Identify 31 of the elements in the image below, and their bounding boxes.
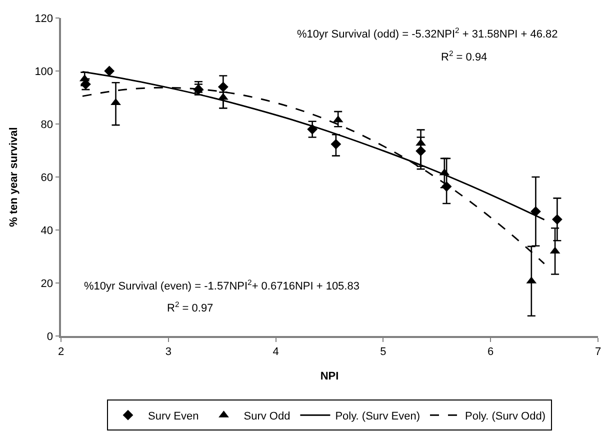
x-axis-title: NPI xyxy=(320,370,339,383)
x-tick-label: 3 xyxy=(165,346,172,358)
legend-label: Poly. (Surv Even) xyxy=(335,410,420,422)
legend-label: Poly. (Surv Odd) xyxy=(465,410,546,422)
annotation: R$^{2}$ = 0.94 xyxy=(441,49,488,64)
y-tick-label: 100 xyxy=(34,66,54,78)
legend-label: Surv Even xyxy=(148,410,199,422)
y-axis-title: % ten year survival xyxy=(8,127,20,227)
point xyxy=(330,138,342,150)
annotation: R$^{2}$ = 0.97 xyxy=(167,300,214,315)
x-tick-label: 4 xyxy=(272,346,279,358)
x-tick-label: 5 xyxy=(380,346,386,358)
x-tick-label: 7 xyxy=(594,346,602,358)
point xyxy=(307,124,318,134)
point xyxy=(530,206,541,217)
x-tick-label: 6 xyxy=(488,346,494,358)
annotation: %10yr Survival (odd) = -5.32NPI$^{2}$ + 31.58NPI + 46.82 xyxy=(297,26,558,41)
annotation: %10yr Survival (even) = -1.57NPI$^{2}$+ 0.6716NPI + 105.83 xyxy=(84,278,360,293)
y-tick-label: 120 xyxy=(34,12,54,25)
y-tick-label: 60 xyxy=(40,172,54,184)
x-tick-label: 2 xyxy=(58,346,64,358)
legend-label: Surv Odd xyxy=(244,410,290,422)
point xyxy=(416,138,426,146)
point xyxy=(104,66,115,76)
y-tick-label: 40 xyxy=(40,224,54,237)
y-tick-label: 20 xyxy=(40,278,54,290)
point xyxy=(552,214,562,225)
y-tick-label: 0 xyxy=(46,330,54,343)
point xyxy=(110,98,121,106)
point xyxy=(218,82,228,92)
y-tick-label: 80 xyxy=(40,118,54,131)
